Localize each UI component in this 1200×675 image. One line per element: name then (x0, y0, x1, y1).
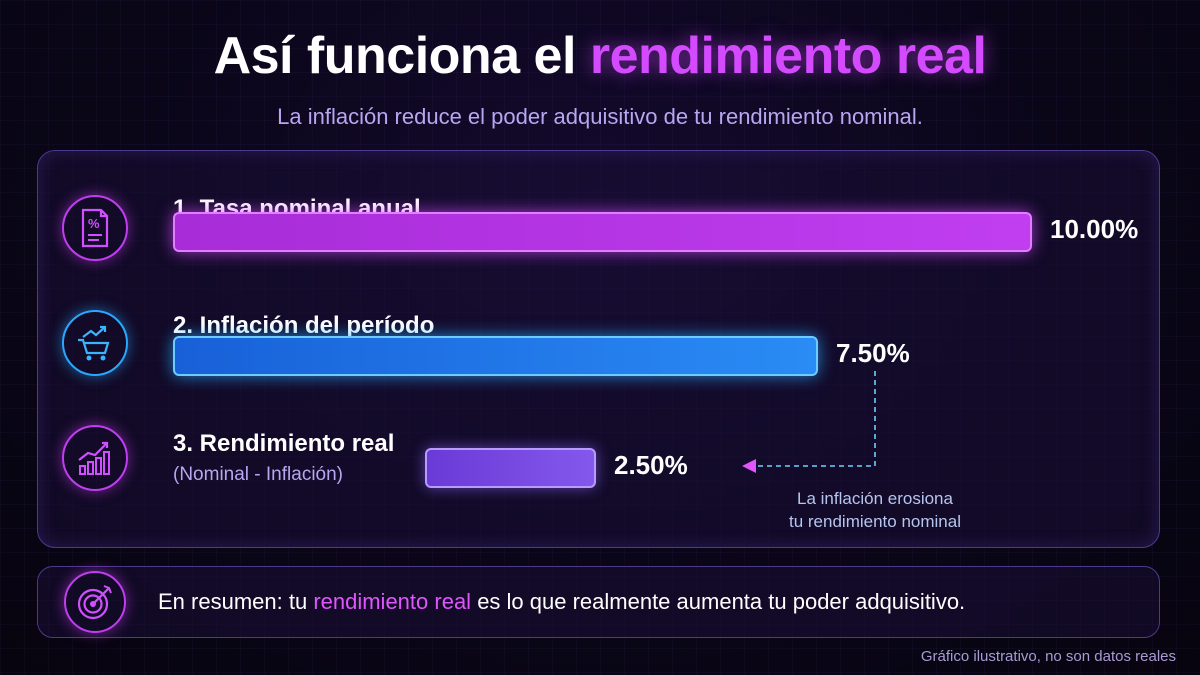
erosion-annotation-line2: tu rendimiento nominal (789, 512, 961, 531)
bar-inflation (173, 336, 818, 376)
row-label-real: 3. Rendimiento real (173, 430, 395, 457)
shopping-cart-trend-icon (62, 310, 128, 376)
bar-real (425, 448, 596, 488)
target-icon (64, 571, 126, 633)
value-label-real: 2.50% (614, 450, 688, 480)
bar-chart-growth-icon (62, 425, 128, 491)
percent-document-icon: % (62, 195, 128, 261)
bar-nominal (173, 212, 1032, 252)
summary-text: En resumen: tu rendimiento real es lo qu… (158, 589, 965, 615)
summary-highlight: rendimiento real (313, 589, 472, 614)
footnote: Gráfico ilustrativo, no son datos reales (920, 648, 1176, 665)
value-label-nominal: 10.00% (1050, 214, 1139, 244)
erosion-annotation-line1: La inflación erosiona (797, 489, 953, 508)
svg-text:%: % (88, 216, 100, 231)
title-prefix: Así funciona el (213, 27, 577, 85)
value-label-inflation: 7.50% (836, 338, 910, 368)
summary-box: En resumen: tu rendimiento real es lo qu… (37, 566, 1160, 638)
title-highlight: rendimiento real (589, 27, 987, 85)
page-title: Así funciona el rendimiento real (0, 26, 1200, 86)
erosion-annotation: La inflación erosiona tu rendimiento nom… (770, 487, 980, 533)
row-sublabel-real: (Nominal - Inflación) (173, 464, 343, 485)
row-label-inflation: 2. Inflación del período (173, 312, 435, 339)
page-subtitle: La inflación reduce el poder adquisitivo… (277, 104, 923, 129)
summary-prefix: En resumen: tu (158, 589, 308, 614)
summary-suffix: es lo que realmente aumenta tu poder adq… (477, 589, 966, 614)
